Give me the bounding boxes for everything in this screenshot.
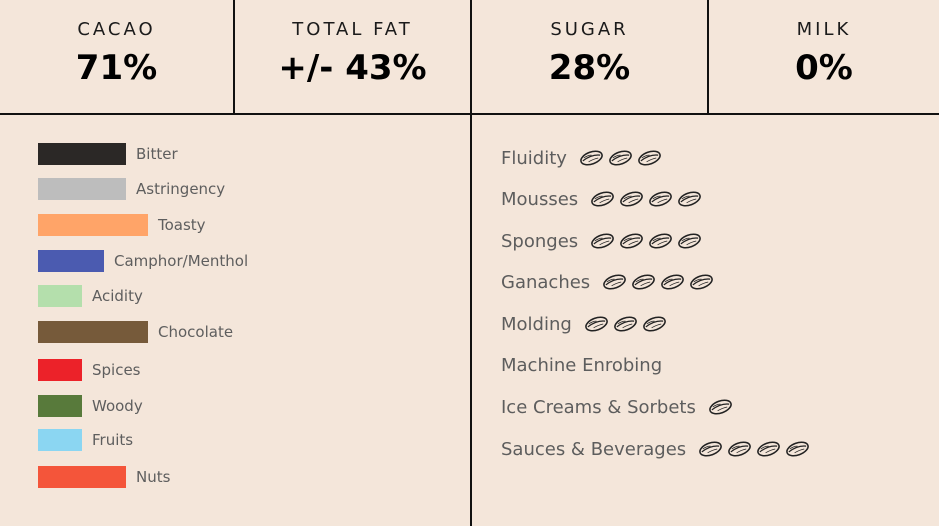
cocoa-bean-icon: [619, 233, 644, 249]
use-row: Machine Enrobing: [501, 353, 674, 377]
cocoa-bean-icon: [642, 316, 667, 332]
cocoa-bean-icon: [608, 150, 633, 166]
flavor-profile-chart: Bitter Astringency Toasty Camphor/Menthol Ac…: [0, 115, 470, 526]
cocoa-bean-icon: [648, 233, 673, 249]
bean-rating: [590, 233, 702, 249]
stat-value: 71%: [75, 48, 158, 88]
flavor-bar: [38, 214, 148, 236]
use-row: Ganaches: [501, 270, 714, 294]
cocoa-bean-icon: [689, 274, 714, 290]
flavor-label: Camphor/Menthol: [114, 252, 249, 270]
cocoa-bean-icon: [727, 441, 752, 457]
cocoa-bean-icon: [756, 441, 781, 457]
cocoa-bean-icon: [677, 191, 702, 207]
flavor-label: Bitter: [136, 145, 178, 163]
bean-rating: [579, 150, 662, 166]
cocoa-bean-icon: [677, 233, 702, 249]
cocoa-bean-icon: [619, 191, 644, 207]
cocoa-bean-icon: [698, 441, 723, 457]
flavor-label: Astringency: [136, 180, 226, 198]
stat-value: 0%: [795, 48, 853, 88]
use-label: Machine Enrobing: [501, 354, 663, 376]
cocoa-bean-icon: [613, 316, 638, 332]
cocoa-bean-icon: [637, 150, 662, 166]
cocoa-bean-icon: [708, 399, 733, 415]
cocoa-bean-icon: [660, 274, 685, 290]
panel-divider: [470, 113, 472, 526]
use-label: Sponges: [501, 230, 579, 252]
stats-bar: CACAO 71% TOTAL FAT +/- 43% SUGAR 28% MI…: [0, 0, 939, 115]
stat-total-fat: TOTAL FAT +/- 43%: [235, 0, 472, 113]
flavor-bar: [38, 178, 126, 200]
use-row: Sponges: [501, 229, 702, 253]
use-label: Molding: [501, 313, 572, 335]
stat-value: +/- 43%: [278, 48, 427, 88]
cocoa-bean-icon: [648, 191, 673, 207]
bean-rating: [590, 191, 702, 207]
cocoa-bean-icon: [590, 191, 615, 207]
bean-rating: [602, 274, 714, 290]
flavor-bar: [38, 143, 126, 165]
use-label: Ice Creams & Sorbets: [501, 396, 696, 418]
stat-label: TOTAL FAT: [292, 19, 413, 40]
uses-rating-list: Fluidity Mousses Sponges Ganaches Molding Mac…: [472, 115, 939, 526]
use-label: Ganaches: [501, 271, 591, 293]
flavor-label: Nuts: [136, 468, 171, 486]
use-row: Sauces & Beverages: [501, 437, 810, 461]
stat-milk: MILK 0%: [709, 0, 939, 113]
flavor-bar: [38, 429, 82, 451]
cocoa-bean-icon: [590, 233, 615, 249]
flavor-bar: [38, 321, 148, 343]
use-row: Fluidity: [501, 146, 662, 170]
bean-rating: [698, 441, 810, 457]
cocoa-bean-icon: [602, 274, 627, 290]
flavor-label: Woody: [92, 397, 143, 415]
stat-label: CACAO: [77, 19, 156, 40]
flavor-label: Toasty: [158, 216, 206, 234]
flavor-bar: [38, 250, 104, 272]
use-row: Ice Creams & Sorbets: [501, 395, 733, 419]
use-label: Sauces & Beverages: [501, 438, 687, 460]
cocoa-bean-icon: [579, 150, 604, 166]
flavor-label: Acidity: [92, 287, 143, 305]
flavor-label: Chocolate: [158, 323, 234, 341]
use-label: Mousses: [501, 188, 579, 210]
stat-label: SUGAR: [550, 19, 629, 40]
bean-rating: [708, 399, 733, 415]
flavor-bar: [38, 466, 126, 488]
flavor-bar: [38, 395, 82, 417]
cocoa-bean-icon: [584, 316, 609, 332]
stat-value: 28%: [548, 48, 631, 88]
use-row: Mousses: [501, 187, 702, 211]
stat-label: MILK: [796, 19, 852, 40]
cocoa-bean-icon: [785, 441, 810, 457]
bean-rating: [584, 316, 667, 332]
use-label: Fluidity: [501, 147, 567, 169]
flavor-label: Spices: [92, 361, 141, 379]
flavor-bar: [38, 359, 82, 381]
use-row: Molding: [501, 312, 667, 336]
flavor-label: Fruits: [92, 431, 134, 449]
flavor-bar: [38, 285, 82, 307]
stat-cacao: CACAO 71%: [0, 0, 235, 113]
cocoa-bean-icon: [631, 274, 656, 290]
stat-sugar: SUGAR 28%: [472, 0, 709, 113]
